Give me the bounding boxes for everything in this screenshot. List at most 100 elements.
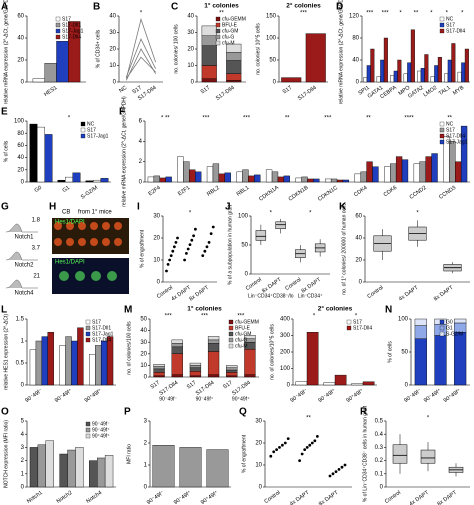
y-tick-label: 30 (187, 30, 194, 36)
legend-label: NC (446, 121, 454, 127)
bar (85, 180, 94, 183)
legend-label: S17-Dll4 (446, 133, 465, 139)
annotation: *** (237, 314, 245, 320)
bar (201, 35, 217, 46)
dot (188, 243, 192, 247)
x-tick-label: E2F1 (177, 185, 191, 197)
bar (242, 169, 249, 183)
y-axis-label: % of cells (3, 140, 9, 162)
annotation: * (309, 211, 312, 217)
bar (283, 175, 290, 183)
bar (226, 372, 238, 377)
dot (211, 225, 215, 229)
panel-label: Q (239, 407, 247, 418)
y-tick-label: 0.5 (375, 419, 384, 425)
bar (35, 340, 43, 386)
cell (75, 271, 85, 281)
bar (189, 365, 202, 368)
bar (201, 78, 217, 83)
y-tick-label: 0 (139, 180, 143, 186)
y-tick-label: 0 (21, 180, 25, 186)
bar (419, 161, 426, 183)
y-tick-label: 1 (144, 463, 148, 469)
panel-label: N (385, 305, 392, 316)
annotation: *** (202, 116, 210, 122)
bar (254, 174, 261, 183)
bar (207, 339, 220, 344)
bar (201, 25, 217, 36)
y-tick-label: 100 (280, 366, 291, 372)
legend-swatch (228, 331, 234, 337)
x-tick-label: S17-Dll4 (297, 85, 318, 102)
y-tick-label: 2 (144, 441, 148, 447)
y-tick-label: 1 (21, 471, 25, 477)
y-tick-label: 80 (17, 131, 24, 137)
bar (370, 48, 375, 83)
bar (372, 166, 379, 183)
legend-label: cfu-G (235, 337, 247, 343)
legend-swatch (55, 16, 61, 22)
y-tick-label: 100 (14, 119, 25, 125)
annotation: *** (366, 11, 374, 17)
bar (226, 60, 242, 74)
legend-label: S17-Jag1 (92, 331, 114, 337)
y-tick-label: 60 (17, 143, 24, 149)
bar (147, 176, 155, 183)
bar (460, 125, 468, 183)
legend-label: S17 (353, 319, 362, 325)
annotation: * (416, 211, 419, 217)
chart-title: 1° colonies (204, 2, 239, 10)
y-tick-label: 4 (21, 432, 25, 438)
bar (362, 381, 375, 386)
bar (207, 374, 220, 378)
legend-swatch (439, 331, 445, 337)
y-axis-label: % of engraftment (241, 434, 247, 473)
line (126, 56, 156, 79)
bar (334, 374, 347, 386)
dot (275, 448, 278, 451)
x-group-label: 90⁺49f⁺ (232, 396, 250, 402)
panel-label: G (1, 202, 9, 213)
y-tick-label: 50 (241, 243, 248, 249)
chart-title: 1° colonies (187, 305, 222, 313)
dot (209, 232, 213, 236)
bar (100, 340, 108, 386)
x-tick-label: S17 (282, 85, 293, 96)
dot (310, 441, 314, 445)
chart-title: 2° colonies (318, 305, 353, 313)
bar (57, 179, 66, 183)
x-tick-label: HES1 (43, 85, 58, 98)
bar (153, 368, 165, 373)
bar (201, 65, 217, 79)
annotation: * (355, 314, 358, 320)
bar (330, 178, 338, 183)
histogram-trace (5, 279, 38, 289)
legend-swatch (215, 28, 221, 34)
dot (192, 234, 196, 238)
x-tick-label: TAL1 (438, 85, 452, 97)
bar (434, 65, 439, 83)
legend-swatch (80, 133, 86, 139)
x-tick-label: 90⁺49f⁺ (83, 387, 103, 404)
annotation: *** (300, 11, 308, 17)
legend-label: BFU-E (235, 325, 251, 331)
x-tick-label: CDK6 (383, 185, 398, 198)
annotation: ** (414, 11, 419, 17)
bar (106, 336, 114, 386)
annotation: ** (306, 416, 311, 422)
x-tick-label: NC (118, 85, 128, 94)
x-tick-label: 8x DAPT (433, 285, 455, 303)
cell (114, 222, 122, 230)
x-tick-label: Notch1 (26, 490, 44, 505)
y-axis-label: relative mRNA expression (2^-ΔCt, gene/G… (338, 0, 344, 104)
legend-swatch (215, 40, 221, 46)
bar (159, 177, 166, 183)
legend-label: S17 (87, 127, 96, 133)
cell (78, 222, 86, 230)
y-tick-label: 0 (259, 485, 263, 491)
panel-label: B (93, 2, 100, 13)
x-tick-label: 8x DAPT (318, 490, 340, 505)
bar (59, 453, 68, 488)
bar (277, 176, 285, 183)
dot (171, 249, 175, 253)
